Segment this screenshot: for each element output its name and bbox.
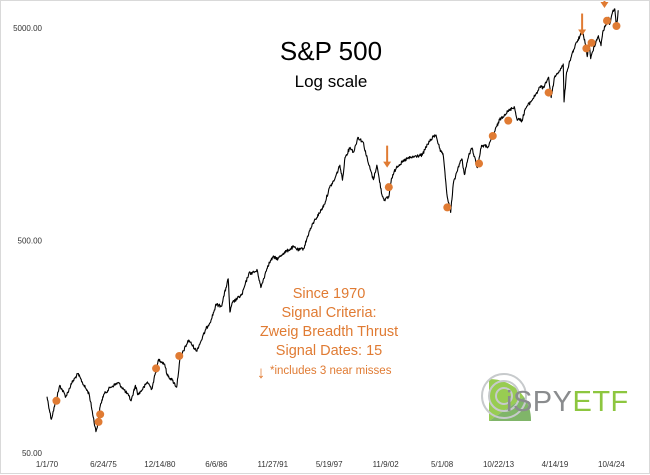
signal-marker: [152, 364, 161, 373]
info-since: Since 1970: [293, 286, 366, 302]
near-miss-arrow-icon: [383, 145, 392, 168]
signal-marker: [587, 38, 596, 47]
svg-text:iSPYETF: iSPYETF: [506, 386, 629, 418]
signal-marker: [488, 131, 497, 140]
logo-radar-icon: [481, 373, 532, 421]
near-miss-arrow-icon: [578, 13, 587, 36]
logo-text-prefix: iSPY: [506, 386, 572, 418]
near-miss-arrow-icon: [600, 1, 609, 8]
signal-marker: [544, 88, 553, 97]
x-tick-label: 10/4/24: [598, 460, 625, 469]
signal-marker: [94, 417, 103, 426]
y-tick-label: 50.00: [22, 449, 43, 458]
chart-title: S&P 500: [280, 36, 382, 66]
logo-text-suffix: ETF: [572, 386, 628, 418]
x-tick-label: 12/14/80: [144, 460, 176, 469]
signal-marker: [582, 44, 591, 53]
x-tick-label: 11/27/91: [257, 460, 288, 469]
y-tick-label: 5000.00: [13, 24, 42, 33]
signal-marker: [603, 16, 612, 25]
signal-marker: [52, 396, 61, 405]
signal-markers: [52, 16, 621, 426]
signal-marker: [443, 203, 452, 212]
x-tick-label: 4/14/19: [542, 460, 569, 469]
info-criteria-label: Signal Criteria:: [281, 305, 376, 321]
signal-marker: [96, 410, 105, 419]
x-tick-label: 6/24/75: [90, 460, 117, 469]
info-signal-count: Signal Dates: 15: [276, 343, 382, 359]
x-tick-label: 5/1/08: [431, 460, 454, 469]
x-tick-label: 10/22/13: [483, 460, 515, 469]
signal-marker: [612, 22, 621, 31]
signal-marker: [384, 183, 393, 192]
info-arrow-icon: ↓: [257, 363, 266, 382]
info-near-miss-note: *includes 3 near misses: [270, 365, 392, 377]
info-criteria-value: Zweig Breadth Thrust: [260, 324, 398, 340]
x-tick-label: 5/19/97: [316, 460, 343, 469]
series-line-sp500: [46, 8, 619, 433]
chart-subtitle: Log scale: [295, 72, 368, 91]
y-axis-labels: 50.00 500.00 5000.00: [13, 24, 42, 458]
signal-marker: [475, 159, 484, 168]
near-miss-arrows: [383, 1, 609, 168]
signal-marker: [504, 116, 513, 125]
x-tick-label: 1/1/70: [36, 460, 59, 469]
x-tick-label: 6/6/86: [205, 460, 228, 469]
y-tick-label: 500.00: [18, 236, 43, 245]
info-box: Since 1970 Signal Criteria: Zweig Breadt…: [257, 286, 398, 382]
x-tick-label: 11/9/02: [373, 460, 400, 469]
x-axis-labels: 1/1/70 6/24/75 12/14/80 6/6/86 11/27/91 5/19/…: [36, 460, 625, 469]
signal-marker: [175, 351, 184, 360]
ispyetf-logo: iSPYETF: [481, 373, 629, 421]
